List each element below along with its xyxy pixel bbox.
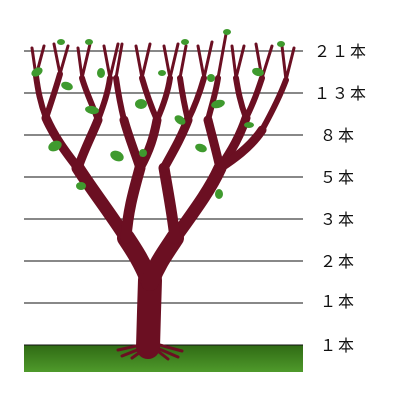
leaf [76, 182, 86, 190]
leaf [174, 115, 186, 125]
leaf [139, 149, 147, 157]
leaf [97, 68, 105, 78]
level-label-ground: １本 [320, 336, 356, 355]
leaf [195, 143, 207, 153]
level-label-1: １本 [320, 292, 356, 311]
leaf [277, 41, 285, 47]
level-label-5: ５本 [320, 168, 356, 187]
tree [30, 32, 296, 361]
leaf [61, 81, 73, 91]
leaf [181, 39, 189, 45]
level-label-3: ３本 [320, 210, 356, 229]
leaf [31, 67, 43, 77]
leaf [57, 39, 65, 45]
leaf [252, 67, 264, 77]
level-label-2: ２本 [320, 252, 356, 271]
tree-branch-left [71, 161, 133, 245]
level-label-8: ８本 [320, 126, 356, 145]
level-label-21: ２１本 [314, 42, 368, 61]
level-label-13: １３本 [314, 84, 368, 103]
leaf [223, 29, 231, 35]
leaf [158, 70, 166, 76]
ground [24, 345, 303, 372]
leaf [211, 99, 225, 109]
leaf [110, 150, 124, 162]
leaf [215, 189, 223, 199]
leaf [85, 105, 99, 115]
leaf [207, 74, 215, 82]
leaf [135, 99, 147, 109]
leaf [244, 122, 254, 128]
tree-branch-right [168, 161, 227, 245]
leaf [48, 140, 62, 152]
level-labels: ２１本 １３本 ８本 ５本 ３本 ２本 １本 １本 [314, 42, 368, 355]
leaf [85, 39, 93, 45]
leaves [31, 29, 285, 199]
